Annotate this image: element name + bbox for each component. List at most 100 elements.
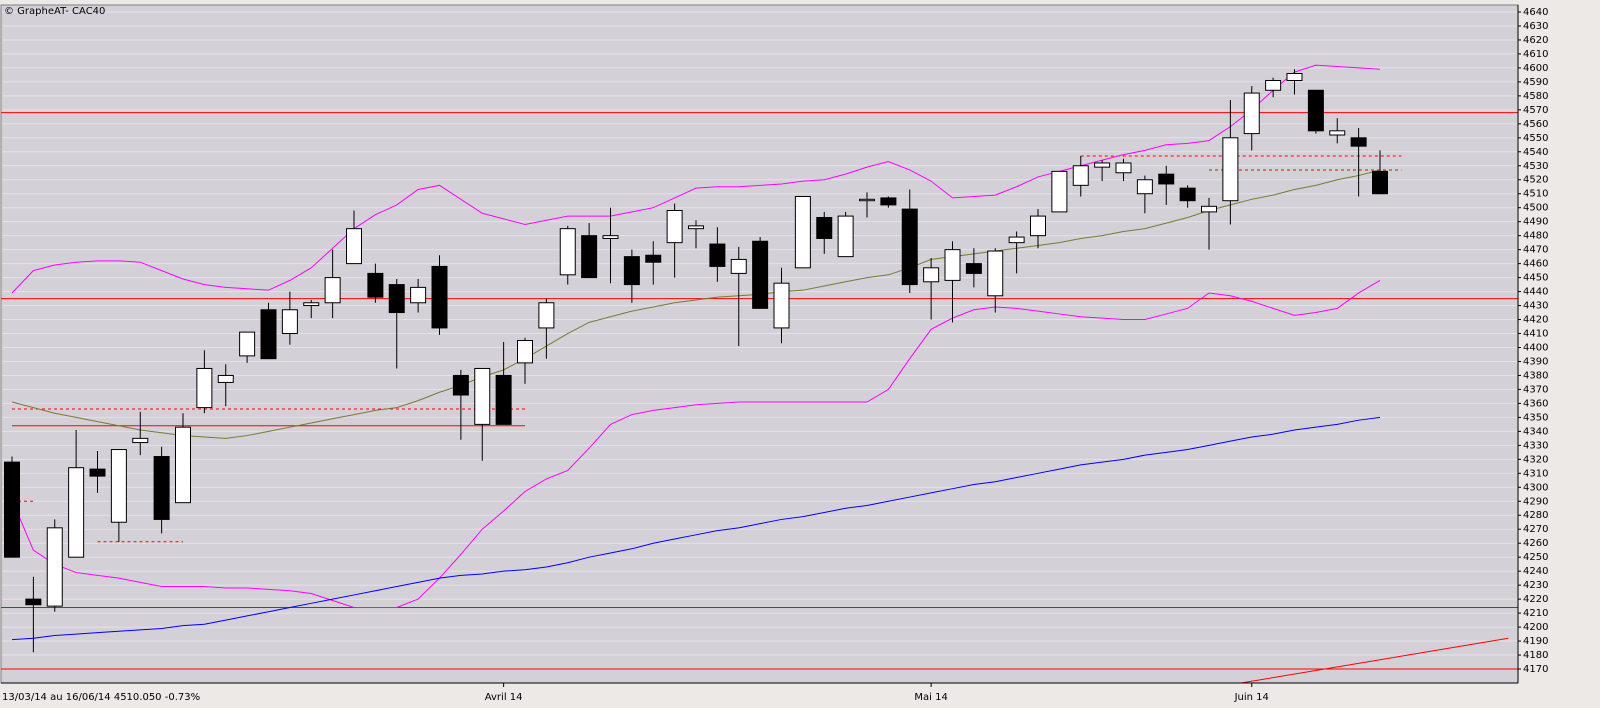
y-tick-label: 4600: [1523, 63, 1548, 74]
candle-body: [1372, 170, 1388, 195]
y-tick-label: 4240: [1523, 566, 1548, 577]
y-tick-label: 4400: [1523, 342, 1548, 353]
candle-body: [1265, 79, 1282, 91]
candle-body: [752, 240, 769, 309]
y-tick-label: 4370: [1523, 384, 1548, 395]
candle-body: [346, 228, 362, 265]
candle-body: [196, 367, 213, 409]
y-tick-label: 4210: [1523, 608, 1548, 619]
y-tick-label: 4390: [1523, 356, 1548, 367]
candle-body: [559, 228, 576, 276]
y-tick-label: 4620: [1523, 35, 1548, 46]
candle-body: [688, 225, 704, 230]
y-tick-label: 4350: [1523, 412, 1548, 423]
y-tick-label: 4320: [1523, 454, 1548, 465]
x-tick-label: Mai 14: [914, 692, 947, 703]
candle-body: [837, 215, 854, 258]
candle-body: [623, 256, 640, 286]
candle-body: [859, 198, 875, 202]
candle-body: [431, 265, 448, 329]
candle-body: [1094, 162, 1111, 168]
y-tick-label: 4550: [1523, 133, 1548, 144]
candle-body: [880, 197, 897, 206]
candle-body: [538, 302, 555, 329]
y-tick-label: 4460: [1523, 259, 1548, 270]
candle-body: [1286, 72, 1303, 81]
candle-body: [1201, 205, 1217, 213]
y-tick-label: 4300: [1523, 482, 1548, 493]
y-tick-label: 4170: [1523, 664, 1548, 675]
candle-body: [794, 196, 811, 269]
y-tick-label: 4610: [1523, 49, 1548, 60]
y-tick-label: 4430: [1523, 301, 1548, 312]
chart-title: © GrapheAT- CAC40: [4, 6, 105, 17]
candle-body: [645, 254, 662, 263]
candle-body: [452, 374, 469, 396]
y-tick-label: 4250: [1523, 552, 1548, 563]
candle-body: [46, 527, 63, 607]
candle-body: [517, 340, 533, 364]
y-tick-label: 4260: [1523, 538, 1548, 549]
y-tick-label: 4520: [1523, 175, 1548, 186]
y-tick-label: 4580: [1523, 91, 1548, 102]
candle-body: [1329, 130, 1346, 136]
grid: [2, 11, 1517, 670]
candle-body: [132, 437, 149, 444]
x-tick-label: Juin 14: [1234, 692, 1269, 703]
candle-body: [367, 272, 384, 298]
candle-body: [901, 208, 918, 286]
candle-body: [666, 209, 683, 244]
candle-body: [1243, 92, 1260, 135]
candle-body: [388, 284, 405, 314]
y-tick-label: 4200: [1523, 622, 1548, 633]
y-tick-label: 4470: [1523, 245, 1548, 256]
candle-body: [965, 263, 982, 274]
candle-body: [239, 331, 256, 357]
y-tick-label: 4490: [1523, 217, 1548, 228]
y-tick-label: 4560: [1523, 119, 1548, 130]
x-tick-label: Avril 14: [485, 692, 523, 703]
trend-line: [1240, 637, 1509, 683]
plot-area: [0, 4, 1519, 684]
candle-body: [1030, 215, 1046, 237]
y-tick-label: 4180: [1523, 650, 1548, 661]
y-tick-label: 4410: [1523, 329, 1548, 340]
candle-body: [153, 456, 170, 520]
y-tick-label: 4340: [1523, 426, 1548, 437]
candle-body: [281, 309, 298, 335]
candle-body: [25, 598, 42, 606]
y-tick-label: 4570: [1523, 105, 1548, 116]
candle-body: [944, 249, 961, 281]
candle-body: [474, 367, 491, 425]
candle-body: [1158, 173, 1175, 185]
candle-body: [324, 277, 341, 304]
y-tick-label: 4450: [1523, 273, 1548, 284]
candle-body: [260, 309, 277, 360]
candle-body: [709, 243, 726, 267]
footer: 13/03/14 au 16/06/14 4510.050 -0.73%: [2, 692, 200, 703]
candle-body: [410, 286, 427, 304]
y-tick-label: 4310: [1523, 468, 1548, 479]
candle-body: [495, 374, 512, 425]
overlay-line: [11, 279, 1381, 609]
candle-body: [1072, 165, 1089, 186]
overlay-line: [11, 169, 1381, 439]
candle-body: [1350, 137, 1367, 147]
overlay-line: [11, 64, 1381, 294]
candle-body: [1307, 89, 1324, 132]
y-tick-label: 4360: [1523, 398, 1548, 409]
candle-body: [1222, 137, 1239, 202]
candle-body: [1136, 179, 1153, 195]
candle-body: [303, 302, 320, 307]
candle-body: [581, 235, 598, 279]
y-tick-label: 4440: [1523, 287, 1548, 298]
overlay-line: [11, 416, 1381, 641]
y-tick-label: 4590: [1523, 77, 1548, 88]
y-tick-label: 4280: [1523, 510, 1548, 521]
y-tick-label: 4630: [1523, 21, 1548, 32]
y-tick-label: 4190: [1523, 636, 1548, 647]
plot: [1, 64, 1518, 683]
candle-body: [110, 449, 127, 523]
